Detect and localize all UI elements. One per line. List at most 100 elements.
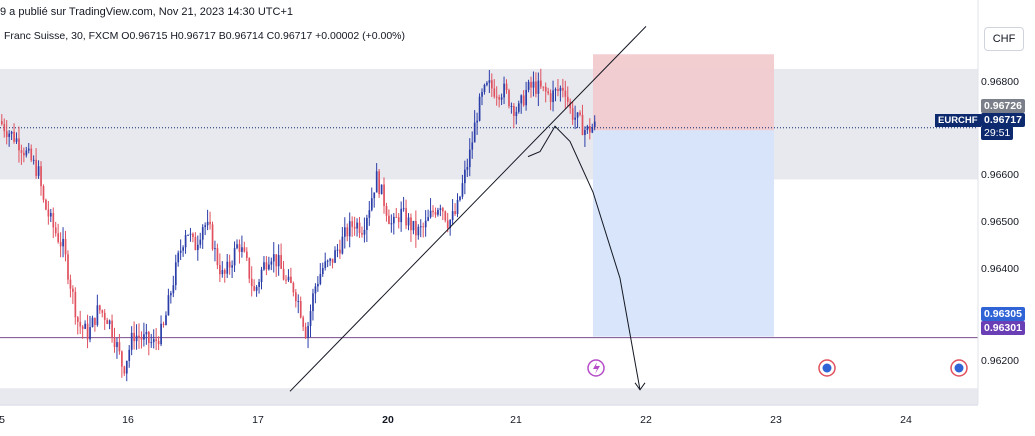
candle-body [152, 339, 155, 343]
time-axis-divider [0, 404, 978, 405]
candle-body [569, 101, 572, 109]
candle-body [348, 221, 351, 237]
candle-body [427, 217, 429, 221]
candle-body [94, 317, 96, 325]
candle-body [30, 148, 33, 161]
demand-zone [0, 388, 978, 407]
candle-body [23, 152, 25, 156]
candle-body [395, 216, 398, 218]
time-tick-label: 21 [510, 414, 522, 426]
candle-body [231, 265, 233, 268]
candle-body [27, 148, 30, 151]
stop-loss-zone[interactable] [593, 54, 774, 131]
candle-body [576, 112, 579, 118]
candle-body [378, 171, 380, 195]
candle-body [35, 159, 37, 176]
candle-body [47, 209, 50, 217]
candle-body [177, 252, 180, 263]
candle-body [194, 237, 197, 250]
candle-body [290, 276, 292, 284]
candle-body [466, 167, 469, 170]
candle-body [20, 150, 23, 153]
candle-body [380, 184, 383, 195]
candle-body [366, 217, 368, 230]
candle-body [358, 222, 361, 234]
candle-body [304, 326, 307, 338]
candle-body [522, 95, 525, 106]
candle-body [275, 254, 278, 267]
candle-body [542, 86, 545, 88]
candle-body [40, 166, 42, 187]
trendline[interactable] [289, 26, 647, 392]
publisher-caption: 9 a publié sur TradingView.com, Nov 21, … [0, 6, 293, 18]
target-price-tag: 0.96305 [981, 307, 1025, 321]
current-price-tag: 0.96717 [981, 113, 1025, 127]
candle-body [434, 212, 437, 215]
candle-body [449, 220, 452, 229]
candle-body [527, 81, 530, 90]
candle-body [508, 90, 510, 107]
candle-body [432, 210, 434, 213]
candle-body [214, 248, 216, 250]
candle-body [419, 226, 422, 228]
candle-body [172, 285, 175, 294]
candle-body [219, 265, 221, 275]
candle-body [204, 225, 207, 228]
candle-body [574, 117, 576, 120]
candle-body [520, 95, 523, 104]
ohlc-legend[interactable]: Franc Suisse, 30, FXCM O0.96715 H0.96717… [4, 30, 406, 42]
candle-body [552, 90, 554, 103]
candle-body [532, 81, 535, 88]
candle-body [400, 208, 403, 223]
candle-body [135, 335, 138, 342]
candle-body [165, 315, 167, 326]
candle-body [155, 339, 158, 341]
candle-body [111, 320, 113, 338]
price-tick-label: 0.96200 [981, 355, 1019, 367]
candle-body [255, 287, 258, 291]
candles-group [1, 68, 596, 382]
candle-body [321, 267, 324, 275]
candle-body [170, 293, 172, 296]
candle-body [505, 83, 508, 91]
candle-body [464, 169, 466, 184]
candle-body [385, 206, 388, 216]
candle-body [334, 250, 336, 263]
candle-body [10, 131, 13, 134]
candle-body [263, 262, 265, 270]
candle-body [302, 317, 305, 327]
candle-body [18, 138, 20, 151]
candle-body [412, 220, 415, 231]
candle-body [238, 244, 241, 252]
price-tick-label: 0.96800 [981, 76, 1019, 88]
candle-body [3, 124, 6, 132]
candle-body [297, 301, 300, 303]
candle-body [118, 342, 121, 352]
time-tick-label: 20 [382, 414, 394, 426]
projection-path[interactable] [527, 125, 641, 390]
candle-body [42, 186, 45, 200]
candle-body [339, 249, 341, 254]
candle-body [143, 334, 145, 340]
candle-body [341, 236, 344, 254]
candle-body [116, 342, 118, 348]
candle-body [57, 233, 60, 243]
candle-body [74, 291, 77, 318]
candle-body [562, 87, 564, 91]
candle-body [148, 331, 150, 343]
candle-body [429, 210, 432, 218]
time-tick-label: 17 [252, 414, 264, 426]
candle-body [184, 235, 187, 248]
currency-selector[interactable]: CHF [984, 27, 1024, 51]
candle-body [564, 90, 567, 97]
candle-body [292, 283, 295, 293]
candle-body [368, 210, 371, 218]
candle-body [106, 319, 109, 325]
candle-body [243, 247, 246, 252]
candle-body [189, 233, 192, 235]
candle-body [282, 268, 285, 280]
take-profit-zone[interactable] [593, 130, 774, 337]
candle-body [223, 270, 226, 274]
event-icons[interactable] [587, 359, 968, 377]
